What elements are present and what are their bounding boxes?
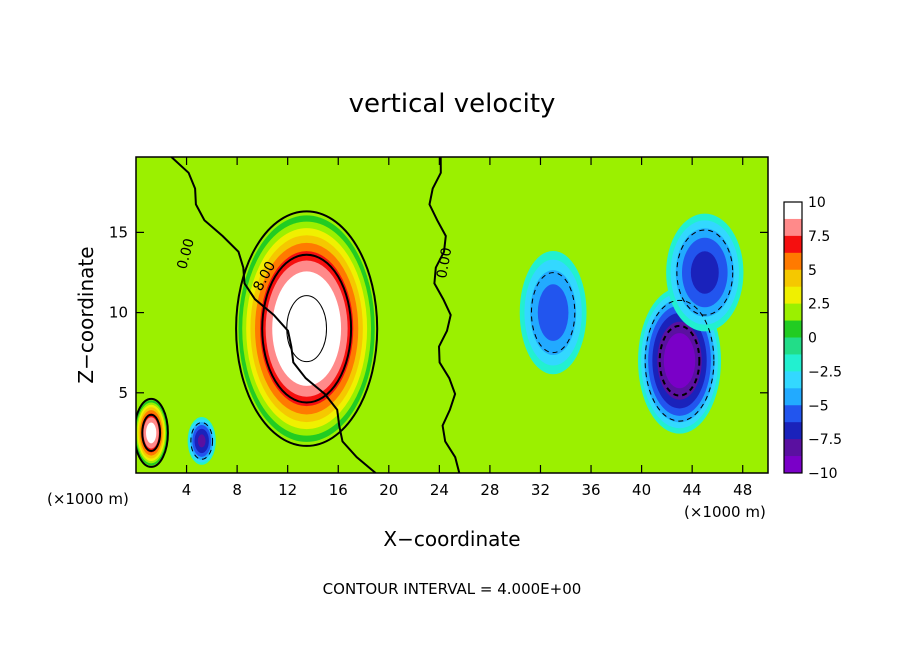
colorbar-tick-label: 7.5 bbox=[808, 229, 830, 245]
colorbar-swatch bbox=[784, 337, 802, 355]
colorbar-swatch bbox=[784, 388, 802, 406]
field-band bbox=[292, 305, 321, 352]
field-feature-4 bbox=[519, 250, 587, 375]
colorbar-swatch bbox=[784, 405, 802, 423]
contour-line bbox=[644, 299, 715, 422]
colorbar-swatch bbox=[784, 218, 802, 237]
x-tick-label: 32 bbox=[531, 481, 550, 499]
colorbar-tick-label: −2.5 bbox=[808, 364, 842, 380]
colorbar-swatch bbox=[784, 202, 802, 220]
contour-line bbox=[676, 229, 734, 316]
colorbar-tick-label: −5 bbox=[808, 398, 829, 414]
x-unit-left: (×1000 m) bbox=[47, 490, 129, 508]
field-feature-5 bbox=[666, 213, 744, 332]
x-tick-label: 28 bbox=[480, 481, 499, 499]
colorbar-tick-label: 2.5 bbox=[808, 297, 830, 313]
field-shading bbox=[136, 213, 744, 466]
field-band bbox=[690, 251, 719, 294]
x-unit-right: (×1000 m) bbox=[684, 503, 766, 521]
contour-interval-note: CONTOUR INTERVAL = 4.000E+00 bbox=[323, 580, 582, 598]
contour-line bbox=[235, 210, 379, 447]
colorbar-swatch bbox=[784, 303, 802, 322]
plot-frame bbox=[135, 156, 769, 474]
colorbar-swatch bbox=[784, 269, 802, 288]
contour-line bbox=[136, 397, 169, 468]
x-tick-label: 4 bbox=[182, 481, 192, 499]
x-tick-label: 48 bbox=[733, 481, 752, 499]
colorbar-frame bbox=[783, 201, 803, 474]
colorbar: 10 7.5 5 2.5 0 −2.5 −5 −7.5 −10 bbox=[783, 195, 842, 482]
contour-line bbox=[190, 422, 214, 460]
colorbar-tick-label: 0 bbox=[808, 331, 817, 347]
chart-title: vertical velocity bbox=[349, 89, 556, 119]
plot-area bbox=[136, 157, 768, 473]
colorbar-swatch bbox=[784, 439, 802, 457]
colorbar-tick-label: −10 bbox=[808, 466, 838, 482]
x-axis-label: X−coordinate bbox=[383, 527, 520, 551]
y-axis-ticks: 5 10 15 bbox=[109, 223, 768, 402]
y-tick-label: 5 bbox=[118, 384, 128, 402]
y-tick-label: 15 bbox=[109, 223, 128, 241]
colorbar-swatch bbox=[784, 252, 802, 271]
x-tick-label: 24 bbox=[430, 481, 449, 499]
field-band bbox=[197, 434, 206, 448]
colorbar-tick-label: −7.5 bbox=[808, 432, 842, 448]
colorbar-swatch bbox=[784, 371, 802, 389]
x-tick-label: 36 bbox=[581, 481, 600, 499]
x-tick-label: 16 bbox=[329, 481, 348, 499]
colorbar-tick-label: 5 bbox=[808, 263, 817, 279]
colorbar-swatch bbox=[784, 354, 802, 372]
zero-contour bbox=[428, 157, 461, 473]
field-band bbox=[146, 422, 157, 444]
contour-label-zero-left: 0.00 bbox=[174, 237, 198, 271]
x-tick-label: 44 bbox=[683, 481, 702, 499]
field-feature-2 bbox=[187, 417, 216, 465]
colorbar-tick-label: 10 bbox=[808, 195, 826, 211]
colorbar-swatch bbox=[784, 320, 802, 338]
colorbar-swatch bbox=[784, 235, 802, 254]
colorbar-swatch bbox=[784, 422, 802, 440]
field-feature-0 bbox=[238, 215, 375, 442]
colorbar-swatch bbox=[784, 286, 802, 305]
contour-line bbox=[530, 272, 576, 354]
contour-line bbox=[141, 413, 162, 452]
contour-lines bbox=[136, 157, 734, 473]
field-band bbox=[537, 284, 569, 341]
x-tick-label: 20 bbox=[379, 481, 398, 499]
x-tick-label: 40 bbox=[632, 481, 651, 499]
field-feature-3 bbox=[638, 287, 722, 434]
contour-line bbox=[261, 253, 353, 404]
x-axis-ticks: 4 8 12 16 20 24 28 32 36 40 44 48 bbox=[182, 157, 752, 499]
x-tick-label: 8 bbox=[232, 481, 242, 499]
x-tick-label: 12 bbox=[278, 481, 297, 499]
y-tick-label: 10 bbox=[109, 304, 128, 322]
contour-label-zero-right: 0.00 bbox=[434, 246, 455, 279]
field-band bbox=[673, 349, 686, 372]
zero-contour bbox=[170, 157, 377, 473]
contour-line bbox=[658, 324, 701, 397]
colorbar-swatch bbox=[784, 456, 802, 474]
field-feature-1 bbox=[136, 400, 168, 466]
y-axis-label: Z−coordinate bbox=[74, 246, 98, 383]
